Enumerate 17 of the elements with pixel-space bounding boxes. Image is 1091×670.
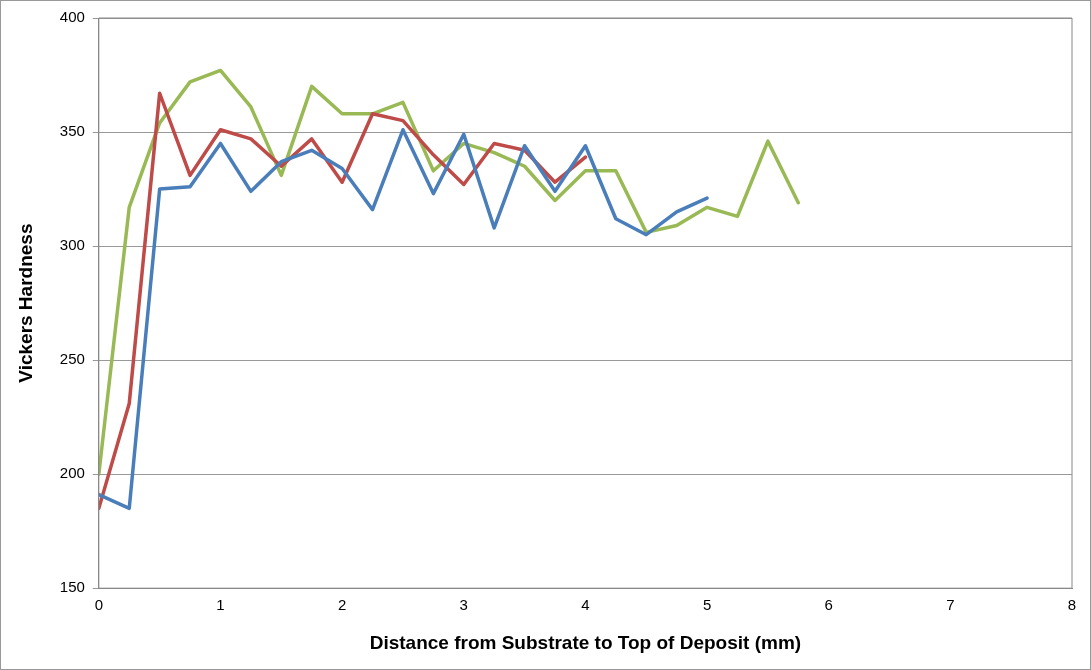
- y-tick-label: 150: [59, 578, 85, 596]
- x-tick-label: 6: [824, 596, 833, 614]
- x-tick-label: 0: [94, 596, 103, 614]
- x-tick-label: 7: [946, 596, 955, 614]
- x-tick-label: 1: [216, 596, 225, 614]
- x-tick-label: 8: [1067, 596, 1077, 614]
- x-tick-label: 2: [337, 596, 347, 614]
- y-tick-label: 200: [59, 464, 85, 482]
- y-axis-title: Vickers Hardness: [14, 223, 36, 383]
- y-tick-label: 250: [59, 350, 85, 368]
- y-tick-label: 350: [59, 122, 85, 140]
- y-tick-label: 300: [59, 236, 85, 254]
- x-tick-label: 3: [459, 596, 468, 614]
- x-tick-label: 4: [581, 596, 590, 614]
- x-tick-label: 5: [702, 596, 712, 614]
- y-tick-label: 400: [59, 8, 85, 26]
- x-axis-title: Distance from Substrate to Top of Deposit (mm): [369, 631, 802, 653]
